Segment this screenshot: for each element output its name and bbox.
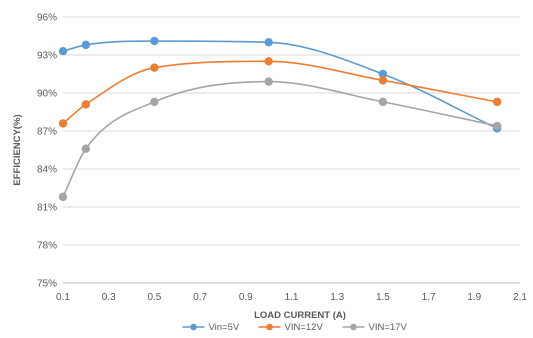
series-markers [58, 36, 502, 202]
data-point-vin-5v [150, 36, 159, 46]
data-point-vin-12v [264, 57, 273, 66]
x-tick-label: 0.1 [56, 292, 70, 303]
x-tick-label: 2.1 [513, 292, 527, 303]
legend-marker [350, 323, 357, 331]
gridlines [63, 16, 520, 284]
series-line-vin-17v [62, 80, 498, 198]
y-tick-label: 90% [37, 89, 57, 100]
data-point-vin-12v [492, 97, 502, 107]
y-axis-title: EFFICIENCY(%) [12, 114, 23, 185]
y-tick-label: 84% [37, 165, 57, 176]
x-tick-label: 0.5 [147, 292, 161, 303]
y-tick-label: 78% [37, 241, 57, 252]
y-tick-label: 96% [37, 13, 57, 24]
data-point-vin-12v [81, 100, 91, 109]
x-axis-title: LOAD CURRENT (A) [254, 310, 346, 321]
legend: Vin=5V VIN=12V VIN=17V [182, 322, 408, 333]
series-line-vin-12v [62, 60, 498, 125]
y-tick-label: 81% [37, 203, 57, 214]
x-tick-label: 1.5 [376, 292, 390, 303]
data-point-vin-17v [492, 121, 502, 131]
legend-item: VIN=12V [258, 322, 324, 333]
legend-label: Vin=5V [209, 322, 240, 333]
x-tick-label: 0.7 [193, 292, 207, 303]
x-tick-label: 1.9 [467, 292, 481, 303]
x-tick-label: 1.3 [330, 292, 344, 303]
legend-item: VIN=17V [342, 322, 408, 333]
x-tick-label: 0.9 [239, 292, 253, 303]
x-tick-label: 1.1 [285, 292, 299, 303]
data-point-vin-12v [58, 119, 68, 128]
data-point-vin-17v [58, 192, 68, 202]
legend-label: VIN=12V [285, 322, 324, 333]
data-point-vin-17v [81, 144, 91, 153]
data-point-vin-5v [264, 38, 273, 47]
series-lines [62, 40, 498, 198]
x-axis-ticks: 0.1 0.3 0.5 0.7 0.9 1.1 1.3 1.5 1.7 1.9 2.1 [56, 292, 527, 303]
data-point-vin-17v [150, 97, 159, 107]
data-point-vin-12v [150, 63, 159, 72]
y-tick-label: 93% [37, 51, 57, 62]
legend-item: Vin=5V [182, 322, 240, 333]
data-point-vin-5v [58, 47, 68, 56]
data-point-vin-17v [264, 77, 273, 86]
legend-marker [266, 323, 273, 331]
legend-label: VIN=17V [369, 322, 408, 333]
y-tick-label: 75% [37, 279, 57, 290]
data-point-vin-17v [378, 97, 388, 107]
legend-marker [190, 323, 197, 331]
data-point-vin-12v [378, 76, 388, 85]
x-tick-label: 0.3 [102, 292, 116, 303]
series-line-vin-5v [62, 40, 498, 130]
data-point-vin-5v [378, 69, 388, 79]
x-tick-label: 1.7 [422, 292, 436, 303]
y-axis-ticks: 75% 78% 81% 84% 87% 90% 93% 96% [37, 13, 57, 290]
y-tick-label: 87% [37, 127, 57, 138]
data-point-vin-5v [81, 40, 91, 50]
